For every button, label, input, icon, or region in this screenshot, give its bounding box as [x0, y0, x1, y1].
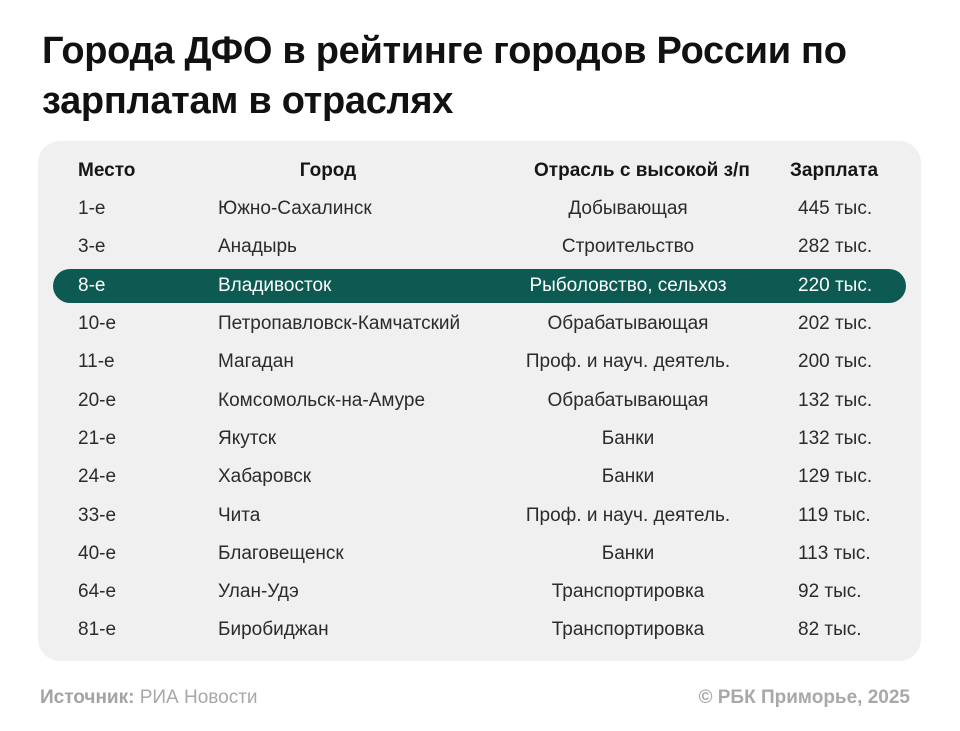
row-industry: Транспортировка — [551, 581, 705, 602]
table-row: 33-е Чита Проф. и науч. деятель. 119 тыс… — [38, 497, 921, 535]
row-industry: Банки — [601, 543, 655, 564]
row-industry: Строительство — [561, 236, 695, 257]
table-row: 64-е Улан-Удэ Транспортировка 92 тыс. — [38, 573, 921, 611]
row-city: Петропавловск-Камчатский — [218, 313, 461, 334]
header-city: Город — [299, 160, 357, 181]
source-label: Источник: — [40, 687, 135, 708]
row-salary: 119 тыс. — [798, 505, 871, 526]
table-row: 81-е Биробиджан Транспортировка 82 тыс. — [38, 611, 921, 649]
row-place: 21-е — [78, 428, 117, 449]
row-city: Улан-Удэ — [218, 581, 299, 602]
row-city: Магадан — [218, 351, 294, 372]
row-place: 20-е — [78, 390, 117, 411]
header-place: Место — [78, 160, 136, 181]
row-salary: 132 тыс. — [798, 428, 873, 449]
page-title: Города ДФО в рейтинге городов России по … — [42, 30, 847, 122]
row-city: Комсомольск-на-Амуре — [218, 390, 426, 411]
row-place: 24-е — [78, 466, 117, 487]
row-industry: Банки — [601, 428, 655, 449]
row-city: Владивосток — [218, 275, 332, 296]
row-industry: Рыболовство, сельхоз — [529, 275, 727, 296]
table-row: 3-е Анадырь Строительство 282 тыс. — [38, 228, 921, 266]
row-place: 10-е — [78, 313, 117, 334]
source-value: РИА Новости — [139, 687, 258, 708]
row-place: 1-е — [78, 198, 106, 219]
row-place: 64-е — [78, 581, 117, 602]
table-row-highlighted: 8-е Владивосток Рыболовство, сельхоз 220… — [38, 267, 921, 305]
row-salary: 129 тыс. — [798, 466, 873, 487]
row-industry: Банки — [601, 466, 655, 487]
row-place: 3-е — [78, 236, 106, 257]
row-salary: 132 тыс. — [798, 390, 873, 411]
row-place: 11-е — [78, 351, 115, 372]
row-salary: 282 тыс. — [798, 236, 873, 257]
row-place: 40-е — [78, 543, 117, 564]
row-city: Биробиджан — [218, 619, 329, 640]
copyright: © РБК Приморье, 2025 — [698, 687, 910, 708]
row-salary: 202 тыс. — [798, 313, 873, 334]
row-salary: 220 тыс. — [798, 275, 873, 296]
source-note: Источник: РИА Новости — [40, 684, 258, 712]
table-row: 1-е Южно-Сахалинск Добывающая 445 тыс. — [38, 190, 921, 228]
salary-ranking-table: Место Город Отрасль с высокой з/п Зарпла… — [38, 141, 921, 661]
row-salary: 200 тыс. — [798, 351, 873, 372]
row-industry: Проф. и науч. деятель. — [525, 351, 731, 372]
row-industry: Добывающая — [568, 198, 688, 219]
table-row: 24-е Хабаровск Банки 129 тыс. — [38, 458, 921, 496]
row-city: Хабаровск — [218, 466, 312, 487]
row-industry: Обрабатывающая — [547, 390, 709, 411]
row-city: Чита — [218, 505, 261, 526]
row-place: 33-е — [78, 505, 117, 526]
row-place: 8-е — [78, 275, 106, 296]
table-row: 40-е Благовещенск Банки 113 тыс. — [38, 535, 921, 573]
header-salary: Зарплата — [790, 160, 879, 181]
row-industry: Транспортировка — [551, 619, 705, 640]
table-row: 10-е Петропавловск-Камчатский Обрабатыва… — [38, 305, 921, 343]
table-header-row: Место Город Отрасль с высокой з/п Зарпла… — [38, 152, 921, 190]
row-city: Анадырь — [218, 236, 297, 257]
row-salary: 82 тыс. — [798, 619, 862, 640]
row-city: Южно-Сахалинск — [218, 198, 372, 219]
row-city: Благовещенск — [218, 543, 344, 564]
header-industry: Отрасль с высокой з/п — [534, 160, 750, 181]
table-row: 11-е Магадан Проф. и науч. деятель. 200 … — [38, 343, 921, 381]
row-city: Якутск — [218, 428, 277, 449]
row-salary: 92 тыс. — [798, 581, 862, 602]
row-industry: Обрабатывающая — [547, 313, 709, 334]
table-row: 20-е Комсомольск-на-Амуре Обрабатывающая… — [38, 382, 921, 420]
row-industry: Проф. и науч. деятель. — [525, 505, 731, 526]
row-place: 81-е — [78, 619, 117, 640]
table-row: 21-е Якутск Банки 132 тыс. — [38, 420, 921, 458]
row-salary: 113 тыс. — [798, 543, 871, 564]
row-salary: 445 тыс. — [798, 198, 873, 219]
